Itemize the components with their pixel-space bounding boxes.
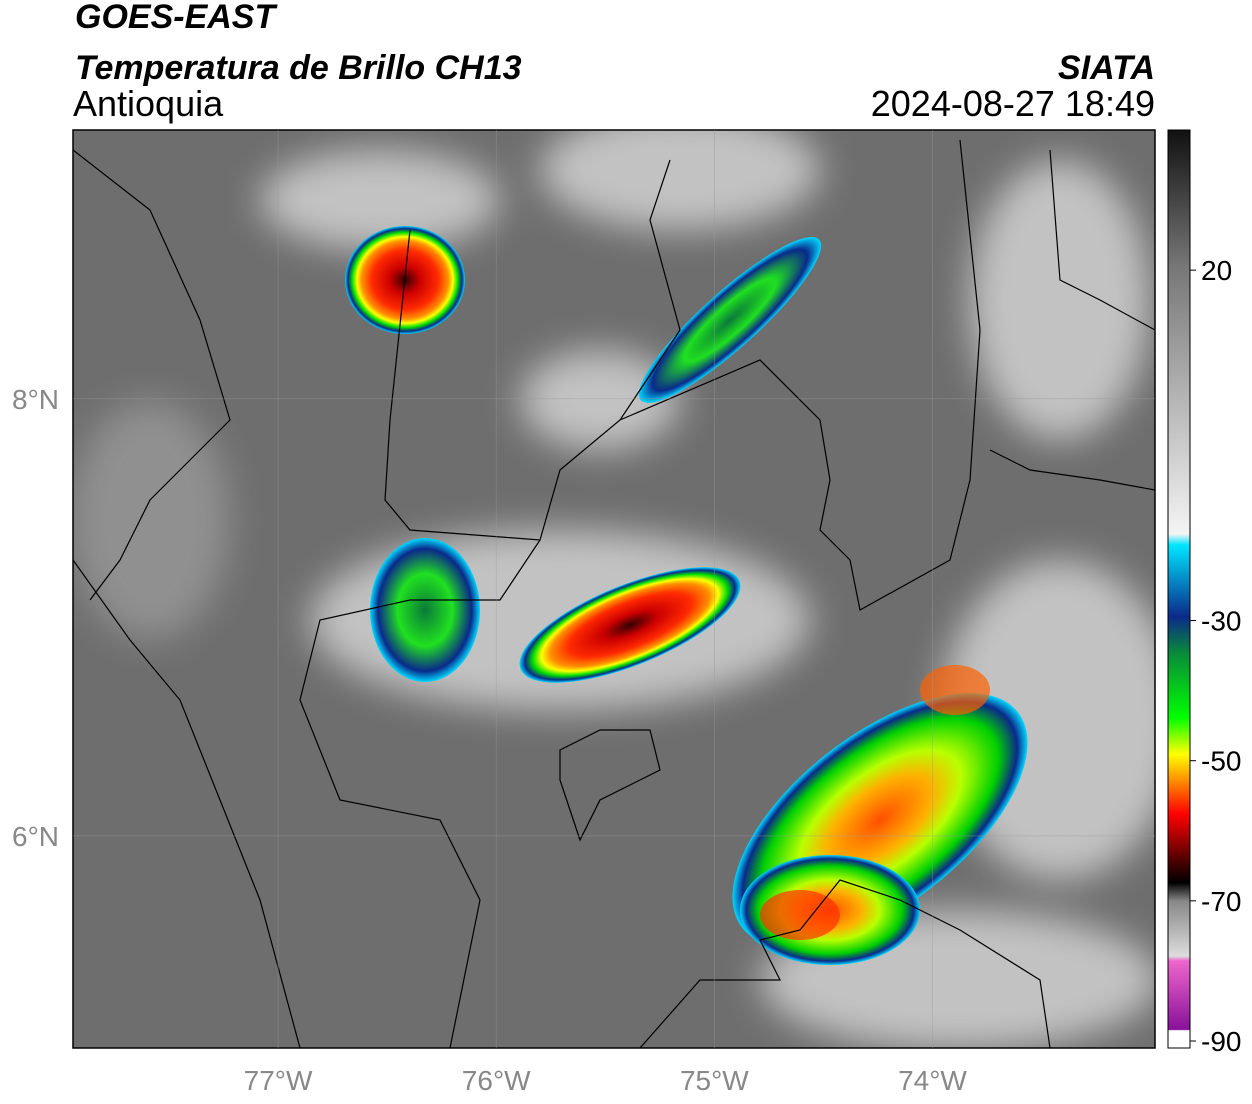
x-tick-label: 74°W [898, 1065, 967, 1096]
colorbar-tick-label: -90 [1201, 1026, 1241, 1057]
y-tick-label: 6°N [12, 821, 59, 852]
satellite-image [73, 130, 1155, 1048]
subtitle: Temperatura de Brillo CH13 [75, 49, 522, 87]
colorbar [1167, 129, 1191, 1049]
x-tick-label: 75°W [680, 1065, 749, 1096]
colorbar-tick-label: 20 [1201, 255, 1232, 286]
map-frame [72, 129, 1156, 1049]
source: SIATA [1058, 49, 1155, 87]
datetime: 2024-08-27 18:49 [871, 83, 1155, 124]
x-tick-label: 77°W [244, 1065, 313, 1096]
colorbar-tick-label: -30 [1201, 606, 1241, 637]
colorbar-tick-label: -70 [1201, 886, 1241, 917]
colorbar-tick-label: -50 [1201, 746, 1241, 777]
region: Antioquia [73, 83, 224, 124]
title: GOES-EAST [75, 0, 278, 36]
y-tick-label: 8°N [12, 384, 59, 415]
x-tick-label: 76°W [462, 1065, 531, 1096]
